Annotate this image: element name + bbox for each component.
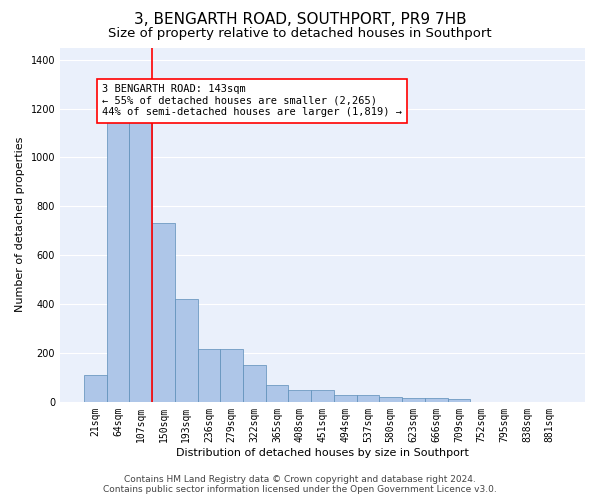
Bar <box>197 350 220 402</box>
Bar <box>266 384 289 402</box>
Bar <box>243 365 266 402</box>
Bar <box>289 390 311 402</box>
Bar <box>152 224 175 402</box>
Bar <box>107 120 130 402</box>
Bar <box>175 299 197 402</box>
Text: 3, BENGARTH ROAD, SOUTHPORT, PR9 7HB: 3, BENGARTH ROAD, SOUTHPORT, PR9 7HB <box>134 12 466 28</box>
Text: Contains HM Land Registry data © Crown copyright and database right 2024.
Contai: Contains HM Land Registry data © Crown c… <box>103 474 497 494</box>
Bar <box>448 400 470 402</box>
Bar <box>402 398 425 402</box>
Bar <box>130 121 152 402</box>
Bar <box>84 375 107 402</box>
X-axis label: Distribution of detached houses by size in Southport: Distribution of detached houses by size … <box>176 448 469 458</box>
Text: Size of property relative to detached houses in Southport: Size of property relative to detached ho… <box>108 28 492 40</box>
Text: 3 BENGARTH ROAD: 143sqm
← 55% of detached houses are smaller (2,265)
44% of semi: 3 BENGARTH ROAD: 143sqm ← 55% of detache… <box>102 84 402 117</box>
Bar <box>220 350 243 402</box>
Bar <box>356 394 379 402</box>
Bar <box>311 390 334 402</box>
Y-axis label: Number of detached properties: Number of detached properties <box>15 137 25 312</box>
Bar <box>425 398 448 402</box>
Bar <box>379 397 402 402</box>
Bar <box>334 394 356 402</box>
